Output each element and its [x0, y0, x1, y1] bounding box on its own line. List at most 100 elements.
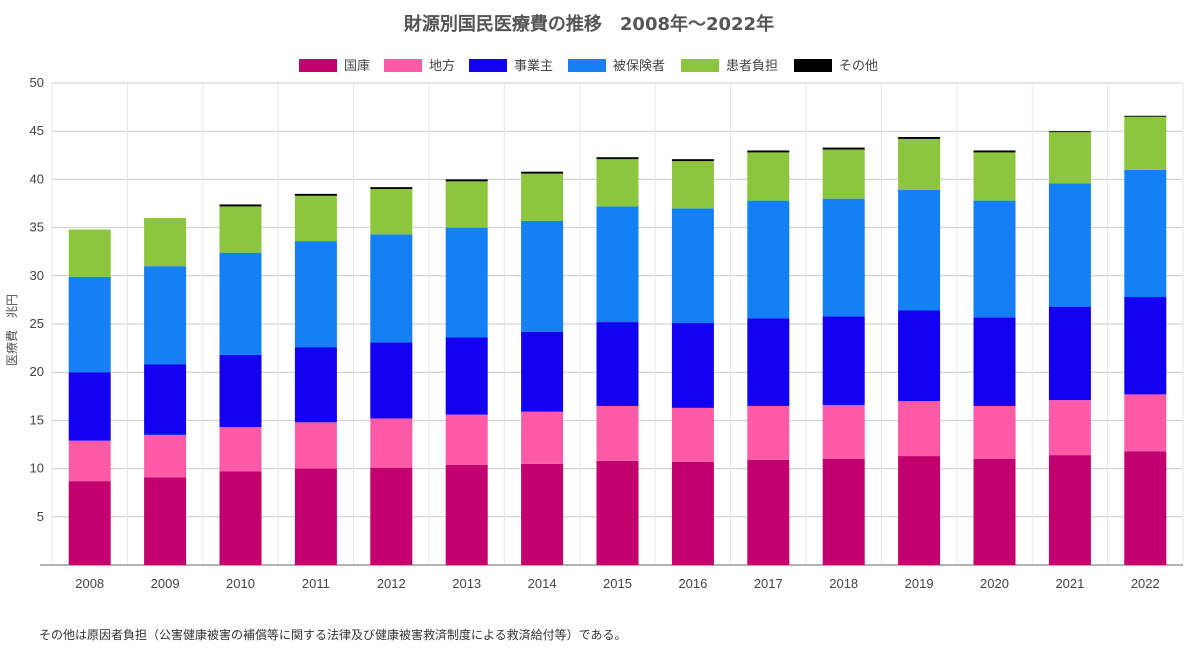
x-tick-label: 2014	[528, 576, 557, 591]
bar-segment	[144, 217, 187, 267]
x-tick-label: 2019	[905, 576, 934, 591]
bar-segment	[144, 364, 187, 435]
bar-segment	[822, 316, 865, 405]
bar-segment	[596, 206, 639, 323]
chart-title: 財源別国民医療費の推移 2008年〜2022年	[404, 13, 774, 35]
y-axis-label: 医療費 兆円	[4, 294, 19, 366]
legend-label: 地方	[429, 58, 455, 74]
y-tick-label: 30	[30, 268, 44, 283]
bar-segment	[370, 342, 413, 419]
bar-segment	[1124, 116, 1167, 170]
bar-segment	[370, 467, 413, 565]
legend-swatch	[469, 59, 507, 72]
bar-segment	[1124, 115, 1167, 117]
bar-segment	[1124, 394, 1167, 452]
bar-segment	[370, 418, 413, 468]
legend-label: その他	[839, 59, 878, 74]
bar-segment	[671, 159, 714, 162]
bar-segment	[144, 434, 187, 478]
bar-segment	[370, 187, 413, 190]
y-tick-label: 45	[30, 123, 44, 138]
bar-segment	[144, 266, 187, 365]
y-tick-label: 40	[30, 171, 44, 186]
bar-segment	[521, 173, 564, 221]
legend-swatch	[794, 59, 832, 72]
x-axis-ticks: 2008 2009 2010 2011 2012 2013 2014 2015 2016 2017…	[75, 576, 1160, 591]
y-tick-label: 15	[30, 412, 44, 427]
bar-segment	[1048, 131, 1091, 133]
bar-segment	[747, 150, 790, 153]
x-tick-label: 2011	[302, 576, 330, 591]
bar-segment	[822, 147, 865, 150]
bar-segment	[445, 227, 488, 338]
x-tick-label: 2020	[980, 576, 1009, 591]
bar-segment	[294, 422, 337, 469]
x-tick-label: 2021	[1055, 576, 1084, 591]
bar-segment	[671, 461, 714, 565]
bar-segment	[1048, 400, 1091, 456]
y-axis-ticks: 5 10 15 20 25 30 35 40 45 50	[30, 75, 44, 524]
bar-segment	[973, 200, 1016, 318]
bar-segment	[521, 411, 564, 464]
y-tick-label: 20	[30, 364, 44, 379]
bar-segment	[973, 150, 1016, 153]
bar-segment	[747, 459, 790, 565]
legend-label: 被保険者	[613, 59, 665, 74]
bar-segment	[898, 401, 941, 457]
bar-segment	[294, 195, 337, 242]
bar-segment	[370, 189, 413, 235]
x-tick-label: 2018	[829, 576, 858, 591]
x-tick-label: 2015	[603, 576, 632, 591]
bar-segment	[973, 152, 1016, 201]
bar-segment	[445, 181, 488, 228]
bar-segment	[144, 477, 187, 565]
bar-segment	[671, 208, 714, 324]
bar-segment	[596, 460, 639, 565]
x-tick-label: 2010	[226, 576, 255, 591]
bar-segment	[1124, 169, 1167, 298]
legend: 国庫 地方 事業主 被保険者 患者負担 その他	[299, 58, 878, 74]
bar-segment	[747, 405, 790, 460]
bar-segment	[294, 241, 337, 348]
bar-segment	[596, 157, 639, 160]
bar-segment	[219, 354, 262, 428]
bar-segment	[671, 323, 714, 408]
bar-segment	[521, 331, 564, 412]
y-tick-label: 25	[30, 316, 44, 331]
footnote: その他は原因者負担（公害健康被害の補償等に関する法律及び健康被害救済制度による救…	[39, 628, 627, 642]
x-tick-label: 2013	[452, 576, 481, 591]
y-tick-label: 35	[30, 220, 44, 235]
bar-segment	[1048, 455, 1091, 565]
bar-segment	[898, 138, 941, 191]
y-tick-label: 50	[30, 75, 44, 90]
bar-segment	[294, 193, 337, 196]
bar-segment	[973, 317, 1016, 406]
bar-segment	[1048, 183, 1091, 307]
legend-label: 事業主	[514, 58, 553, 74]
x-tick-label: 2016	[678, 576, 707, 591]
bar-segment	[219, 204, 262, 207]
bar-segment	[219, 206, 262, 253]
bar-segment	[1048, 132, 1091, 184]
bar-segment	[1048, 306, 1091, 401]
bar-segment	[445, 464, 488, 565]
bar-segment	[973, 458, 1016, 565]
bars	[68, 115, 1167, 565]
bar-segment	[370, 234, 413, 343]
bar-segment	[68, 229, 111, 277]
x-tick-label: 2009	[151, 576, 180, 591]
bar-segment	[747, 200, 790, 319]
bar-segment	[596, 405, 639, 461]
legend-swatch	[384, 59, 422, 72]
x-tick-label: 2012	[377, 576, 406, 591]
bar-segment	[671, 161, 714, 209]
bar-segment	[898, 136, 941, 139]
bar-segment	[822, 458, 865, 565]
bar-segment	[898, 310, 941, 402]
bar-segment	[294, 468, 337, 565]
x-tick-label: 2022	[1131, 576, 1160, 591]
bar-segment	[973, 405, 1016, 459]
legend-swatch	[299, 59, 337, 72]
bar-segment	[1124, 297, 1167, 395]
